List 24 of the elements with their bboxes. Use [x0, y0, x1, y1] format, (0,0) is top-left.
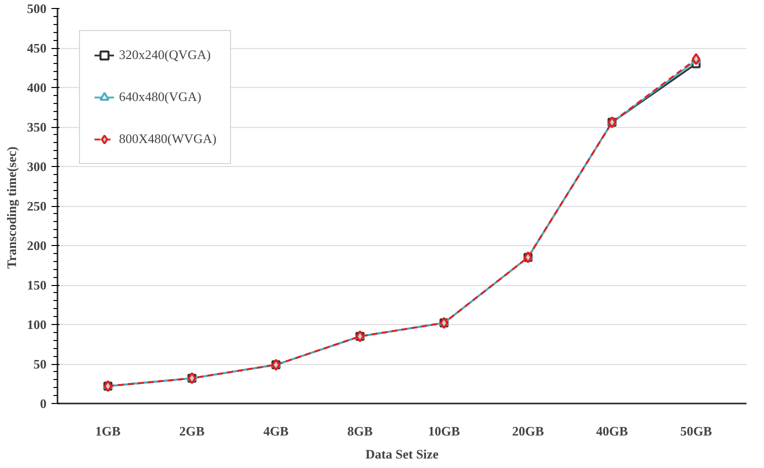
x-tick-label: 40GB: [596, 424, 628, 438]
y-axis-title: Transcoding time(sec): [4, 146, 19, 269]
y-tick-label: 0: [40, 396, 46, 411]
y-tick-label: 50: [34, 356, 46, 372]
y-tick-label: 350: [27, 120, 46, 134]
y-tick-label: 400: [27, 80, 46, 95]
x-tick-label: 10GB: [428, 424, 460, 438]
y-tick-label: 450: [27, 40, 46, 56]
y-tick-label: 300: [27, 159, 46, 174]
y-tick-label: 250: [27, 198, 46, 214]
x-tick-label: 50GB: [680, 424, 712, 438]
x-tick-label: 4GB: [263, 424, 289, 438]
y-tick-label: 500: [27, 1, 46, 16]
legend-label: 640x480(VGA): [119, 89, 202, 105]
y-tick-label: 200: [27, 238, 46, 253]
y-tick-label: 150: [27, 278, 46, 292]
x-tick-label: 1GB: [95, 424, 121, 438]
x-tick-label: 2GB: [179, 424, 205, 438]
legend-label: 320x240(QVGA): [119, 47, 211, 63]
x-tick-label: 20GB: [512, 424, 544, 438]
legend-label: 800X480(WVGA): [119, 131, 216, 147]
x-axis-title: Data Set Size: [366, 446, 439, 462]
y-tick-label: 100: [27, 317, 46, 332]
x-tick-label: 8GB: [347, 424, 373, 438]
